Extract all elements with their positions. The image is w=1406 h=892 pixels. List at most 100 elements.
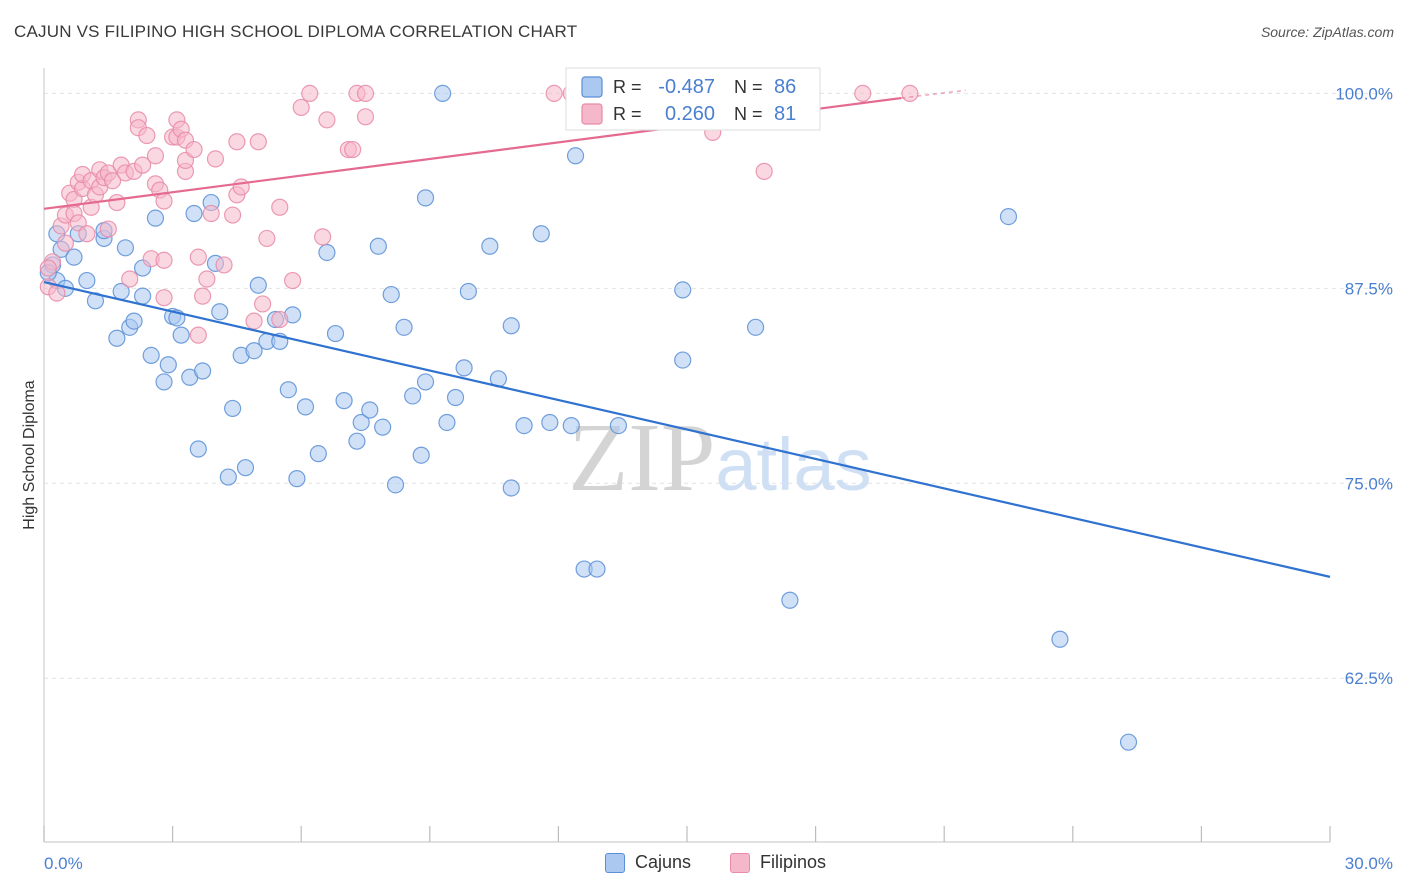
cajun-point-78 <box>674 281 692 299</box>
cajun-point-71 <box>532 225 550 243</box>
cajun-point-68 <box>502 317 520 335</box>
filipino-point-72 <box>356 108 375 126</box>
filipino-point-52 <box>206 150 225 168</box>
cajun-point-62 <box>438 413 456 432</box>
cajun-point-47 <box>326 324 345 343</box>
filipino-point-20 <box>99 220 117 238</box>
cajun-point-11 <box>108 329 126 347</box>
cajun-point-44 <box>296 398 315 416</box>
cajun-point-77 <box>609 416 628 435</box>
filipino-point-67 <box>314 228 332 246</box>
filipino-point-36 <box>155 251 173 269</box>
filipino-points <box>39 84 919 344</box>
bottom-legend: Cajuns Filipinos <box>0 852 1406 878</box>
cajun-point-59 <box>416 189 435 207</box>
cajun-point-64 <box>455 359 473 377</box>
cajun-point-61 <box>434 84 452 102</box>
legend-item-cajuns[interactable]: Cajuns <box>605 852 691 873</box>
cajun-point-76 <box>588 560 606 578</box>
cajun-point-28 <box>194 362 212 380</box>
filipino-trend-extension <box>901 89 966 99</box>
y-tick-labels: 62.5% 75.0% 87.5% 100.0% <box>1335 84 1393 688</box>
filipino-point-47 <box>189 326 207 344</box>
cajun-point-48 <box>335 392 353 410</box>
cajun-point-46 <box>318 243 336 262</box>
cajun-point-73 <box>562 416 580 435</box>
cajun-point-52 <box>369 237 387 255</box>
cajun-point-43 <box>288 470 306 488</box>
cajun-points <box>39 84 1138 751</box>
legend-item-filipinos[interactable]: Filipinos <box>730 852 826 873</box>
legend-n-label-0: N = <box>734 77 763 97</box>
filipino-point-74 <box>545 84 563 102</box>
y-tick-label-2: 87.5% <box>1345 279 1393 298</box>
legend-label-cajuns: Cajuns <box>635 852 692 872</box>
cajun-point-31 <box>211 303 229 321</box>
cajun-point-84 <box>1119 733 1138 751</box>
filipino-point-78 <box>854 84 872 102</box>
filipino-point-22 <box>103 172 122 190</box>
cajun-point-55 <box>386 476 405 494</box>
filipino-point-55 <box>228 133 246 151</box>
y-tick-label-0: 62.5% <box>1345 669 1393 688</box>
cajun-point-49 <box>348 432 366 450</box>
legend-r-label-0: R = <box>613 77 642 97</box>
legend-n-value-1: 81 <box>774 103 796 125</box>
filipino-point-79 <box>901 84 919 102</box>
cajun-point-5 <box>65 248 83 266</box>
cajun-point-36 <box>245 342 263 360</box>
legend-n-value-0: 86 <box>774 76 796 98</box>
filipino-point-64 <box>284 271 302 290</box>
x-tick-label-1: 30.0% <box>1345 854 1393 873</box>
filipino-point-33 <box>146 147 165 165</box>
cajun-point-83 <box>1051 630 1069 648</box>
filipino-point-54 <box>224 206 242 224</box>
cajun-point-57 <box>404 387 422 405</box>
legend-label-filipinos: Filipinos <box>760 852 827 872</box>
cajun-point-82 <box>999 208 1018 226</box>
cajun-point-56 <box>395 318 413 336</box>
cajun-point-32 <box>219 468 237 486</box>
cajun-point-63 <box>446 388 465 407</box>
legend-r-value-1: 0.260 <box>665 103 715 125</box>
filipino-point-70 <box>344 140 362 159</box>
cajun-point-21 <box>159 356 177 374</box>
legend-swatch-0 <box>581 76 603 98</box>
filipino-swatch <box>730 852 750 873</box>
cajun-point-66 <box>481 237 499 255</box>
cajun-point-37 <box>249 276 267 294</box>
cajun-trend-line <box>43 281 1331 578</box>
filipino-point-59 <box>249 133 267 151</box>
filipino-point-61 <box>258 229 276 248</box>
axes <box>43 68 1331 843</box>
cajun-point-74 <box>566 147 585 165</box>
filipino-point-73 <box>356 84 375 102</box>
filipino-point-66 <box>301 84 319 102</box>
filipino-point-30 <box>133 156 152 174</box>
cajun-point-19 <box>146 209 165 227</box>
filipino-point-60 <box>254 295 272 313</box>
cajun-point-20 <box>155 373 173 391</box>
filipino-point-5 <box>56 234 75 252</box>
legend-r-label-1: R = <box>613 104 642 124</box>
legend-box: R = -0.487 N = 86 R = 0.260 N = 81 <box>565 67 821 131</box>
cajun-point-79 <box>674 351 692 369</box>
chart-title: CAJUN VS FILIPINO HIGH SCHOOL DIPLOMA CO… <box>14 22 578 41</box>
filipino-point-77 <box>755 162 773 180</box>
filipino-point-58 <box>245 312 263 330</box>
cajun-point-50 <box>352 413 370 432</box>
cajun-point-69 <box>502 479 520 497</box>
watermark: ZIPatlas <box>568 404 871 512</box>
legend-swatch-1 <box>581 103 603 125</box>
filipino-point-53 <box>215 256 233 274</box>
cajun-point-81 <box>781 591 799 609</box>
legend-frame <box>565 67 821 131</box>
filipino-point-62 <box>271 310 289 329</box>
cajun-point-51 <box>361 401 379 419</box>
cajun-point-27 <box>189 440 207 458</box>
filipino-point-31 <box>138 126 156 145</box>
cajun-swatch <box>605 852 625 873</box>
filipino-point-37 <box>155 289 173 307</box>
filipino-point-68 <box>318 111 336 129</box>
